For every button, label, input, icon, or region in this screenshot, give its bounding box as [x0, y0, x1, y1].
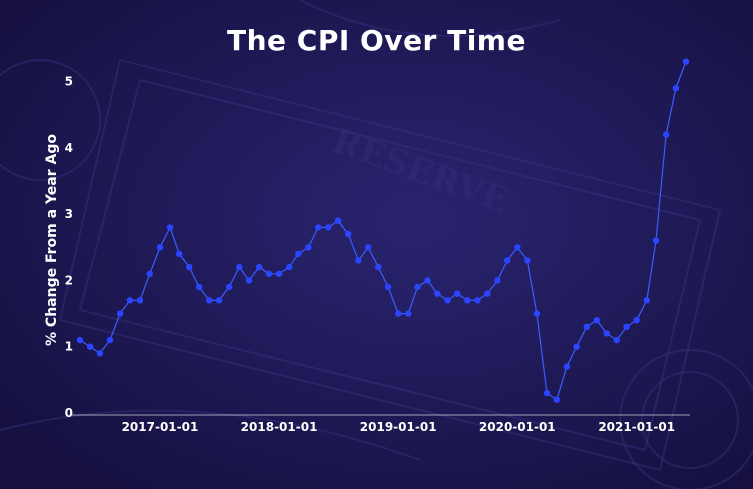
- data-point: [345, 230, 352, 238]
- data-point: [236, 263, 243, 271]
- data-point: [662, 131, 670, 138]
- data-point: [593, 317, 601, 324]
- data-point: [176, 250, 183, 258]
- data-point: [414, 283, 421, 291]
- data-point: [643, 297, 650, 304]
- y-tick-label: 4: [65, 141, 73, 155]
- data-point: [116, 310, 124, 317]
- y-tick-label: 5: [65, 75, 73, 89]
- data-point: [623, 323, 630, 330]
- y-tick-label: 3: [65, 207, 73, 221]
- data-point: [206, 297, 213, 304]
- chart-title: The CPI Over Time: [227, 24, 526, 57]
- data-point: [275, 270, 283, 277]
- y-tick-label: 2: [65, 273, 73, 287]
- data-point: [553, 396, 560, 403]
- data-point: [672, 84, 680, 92]
- data-point: [295, 250, 302, 258]
- data-point: [583, 323, 590, 330]
- y-axis-ticks: 0 1 2 3 4 5: [65, 75, 73, 420]
- data-point: [106, 336, 114, 344]
- x-tick-label: 2018-01-01: [241, 420, 318, 434]
- x-tick-label: 2017-01-01: [122, 420, 199, 434]
- data-point: [325, 224, 332, 231]
- data-point: [682, 58, 690, 65]
- data-point: [573, 343, 580, 350]
- data-point: [613, 336, 620, 344]
- data-point: [454, 290, 461, 297]
- data-point: [514, 244, 521, 251]
- data-point: [563, 363, 571, 370]
- data-point: [334, 217, 342, 224]
- data-point: [136, 297, 144, 304]
- series-points: [76, 58, 690, 403]
- data-point: [434, 290, 441, 297]
- data-point: [365, 244, 372, 251]
- data-point: [245, 277, 253, 284]
- data-point: [603, 330, 610, 337]
- data-point: [633, 317, 640, 324]
- data-point: [524, 257, 531, 264]
- data-point: [484, 290, 491, 297]
- data-point: [126, 297, 134, 304]
- y-tick-label: 1: [65, 340, 73, 354]
- data-point: [166, 224, 174, 231]
- x-tick-label: 2020-01-01: [479, 420, 556, 434]
- x-axis-ticks: 2017-01-01 2018-01-01 2019-01-01 2020-01-01…: [122, 420, 676, 434]
- data-point: [424, 277, 431, 284]
- data-point: [256, 263, 263, 271]
- data-point: [225, 283, 233, 291]
- data-point: [146, 270, 153, 277]
- data-point: [305, 244, 312, 251]
- data-point: [156, 244, 164, 251]
- x-tick-label: 2019-01-01: [360, 420, 437, 434]
- data-point: [652, 237, 660, 244]
- data-point: [76, 336, 84, 344]
- data-point: [355, 257, 362, 264]
- data-point: [315, 224, 322, 231]
- x-tick-label: 2021-01-01: [598, 420, 675, 434]
- data-point: [474, 297, 481, 304]
- data-point: [405, 310, 412, 317]
- data-point: [494, 277, 501, 284]
- data-point: [543, 389, 551, 397]
- data-point: [86, 343, 94, 350]
- series-line: [79, 61, 687, 401]
- data-point: [96, 350, 104, 357]
- data-point: [395, 310, 402, 317]
- data-point: [215, 297, 223, 304]
- y-axis-title: % Change From a Year Ago: [44, 134, 60, 346]
- data-point: [464, 297, 471, 304]
- data-point: [384, 283, 392, 291]
- data-point: [504, 257, 511, 264]
- data-point: [444, 297, 451, 304]
- y-tick-label: 0: [65, 406, 73, 420]
- data-point: [265, 270, 273, 277]
- data-point: [186, 263, 193, 271]
- data-point: [286, 263, 293, 271]
- data-point: [195, 283, 203, 291]
- data-point: [533, 310, 541, 317]
- data-point: [375, 263, 382, 271]
